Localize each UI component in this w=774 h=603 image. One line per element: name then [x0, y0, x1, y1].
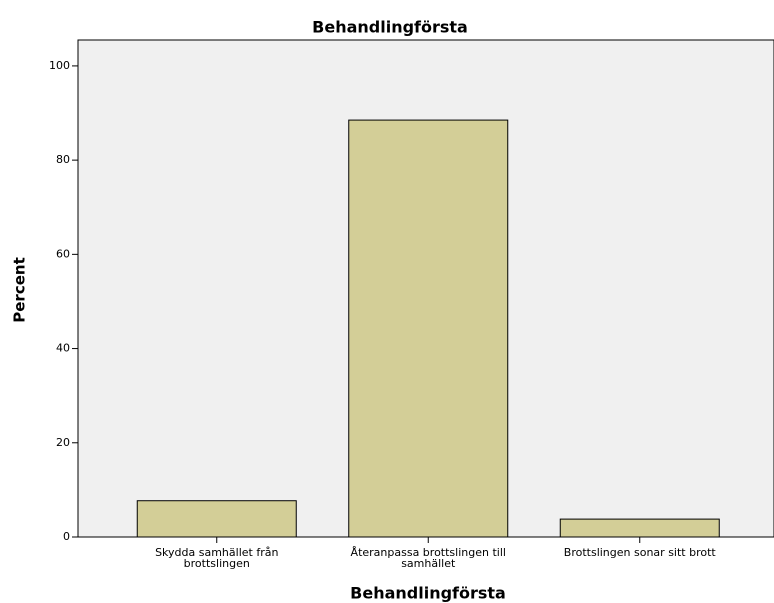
bar — [348, 119, 509, 538]
y-tick-label: 20 — [56, 436, 70, 449]
y-axis-title: Percent — [11, 257, 29, 322]
y-tick-label: 60 — [56, 247, 70, 260]
chart-title: Behandlingförsta — [312, 18, 468, 37]
x-tick-label: Skydda samhället från brottslingen — [155, 546, 279, 570]
x-axis-title: Behandlingförsta — [350, 584, 506, 603]
bar — [136, 500, 297, 538]
y-tick-label: 40 — [56, 342, 70, 355]
bar — [559, 518, 720, 538]
x-tick-label: Brottslingen sonar sitt brott — [563, 546, 716, 559]
y-tick-label: 0 — [63, 530, 70, 543]
y-tick-label: 100 — [49, 59, 70, 72]
y-tick-label: 80 — [56, 153, 70, 166]
x-tick-label: Återanpassa brottslingen till samhället — [350, 546, 506, 570]
